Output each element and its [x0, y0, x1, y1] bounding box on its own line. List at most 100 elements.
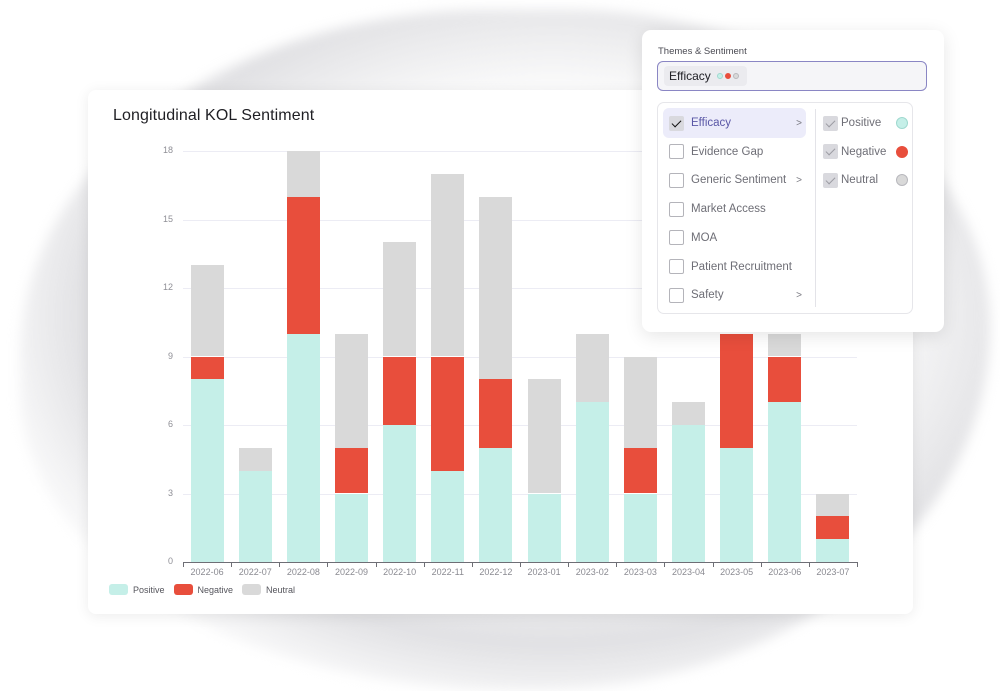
bar-segment-negative[interactable] — [479, 379, 513, 448]
bar-segment-positive[interactable] — [335, 493, 368, 562]
bar-segment-positive[interactable] — [575, 402, 609, 562]
bar-segment-positive[interactable] — [672, 425, 705, 562]
bar-segment-positive[interactable] — [720, 447, 754, 562]
bar-segment-negative[interactable] — [816, 516, 850, 540]
bar-segment-positive[interactable] — [816, 539, 850, 562]
bar-segment-positive[interactable] — [623, 493, 657, 562]
selected-theme-chip[interactable]: Efficacy — [664, 66, 747, 86]
x-tick-mark — [231, 562, 233, 567]
bar-segment-negative[interactable] — [768, 356, 802, 403]
bar-segment-negative[interactable] — [383, 356, 417, 425]
bar-segment-neutral[interactable] — [816, 493, 850, 517]
x-tick-mark — [327, 562, 329, 567]
bar-segment-positive[interactable] — [431, 470, 465, 562]
list-divider — [815, 109, 816, 307]
legend-label: Neutral — [266, 584, 296, 595]
bar-segment-positive[interactable] — [190, 379, 224, 562]
x-tick-label: 2022-08 — [286, 567, 320, 577]
sentiment-item-negative[interactable]: Negative — [823, 142, 908, 162]
theme-item-generic-sentiment[interactable]: Generic Sentiment > — [663, 165, 806, 195]
bar-segment-positive[interactable] — [383, 425, 417, 562]
x-tick-mark — [471, 562, 473, 567]
checkbox-neutral[interactable] — [823, 172, 838, 188]
theme-label: Market Access — [691, 203, 766, 216]
bar-segment-neutral[interactable] — [190, 265, 224, 357]
bar-segment-negative[interactable] — [286, 196, 320, 334]
theme-item-market-access[interactable]: Market Access — [663, 194, 806, 224]
x-tick-mark — [375, 562, 377, 567]
checkbox-moa[interactable] — [669, 230, 684, 246]
bar-segment-neutral[interactable] — [623, 356, 657, 448]
x-tick-mark — [664, 562, 666, 567]
theme-item-patient-recruitment[interactable]: Patient Recruitment — [663, 252, 806, 282]
theme-item-evidence-gap[interactable]: Evidence Gap — [663, 137, 806, 167]
y-tick-label: 9 — [167, 350, 173, 361]
neutral-dot-icon — [896, 174, 908, 187]
y-tick-label: 12 — [162, 282, 173, 292]
x-tick-mark — [520, 562, 521, 567]
bar-segment-neutral[interactable] — [335, 333, 368, 448]
checkbox-safety[interactable] — [669, 287, 684, 303]
x-tick-mark — [808, 562, 810, 567]
bar-segment-neutral[interactable] — [286, 151, 320, 197]
bar-segment-neutral[interactable] — [575, 333, 609, 403]
bar-segment-negative[interactable] — [335, 447, 368, 494]
legend-item-neutral[interactable]: Neutral — [242, 584, 295, 595]
x-tick-label: 2023-03 — [623, 567, 657, 577]
bar-segment-neutral[interactable] — [383, 242, 417, 357]
legend-swatch-negative — [173, 584, 193, 595]
x-tick-label: 2023-07 — [816, 567, 850, 577]
gridline — [183, 219, 857, 221]
sentiment-item-neutral[interactable]: Neutral — [823, 170, 908, 190]
checkbox-negative[interactable] — [823, 144, 838, 160]
bar-segment-negative[interactable] — [720, 333, 754, 448]
sentiment-item-positive[interactable]: Positive — [823, 113, 908, 133]
x-tick-label: 2022-09 — [334, 567, 369, 577]
chart-title: Longitudinal KOL Sentiment — [113, 107, 315, 124]
checkbox-positive[interactable] — [823, 115, 838, 131]
bar-segment-negative[interactable] — [431, 356, 465, 471]
themes-sentiment-select[interactable]: Efficacy — [657, 61, 927, 91]
neutral-dot-icon — [732, 73, 739, 79]
chevron-right-icon[interactable]: > — [796, 174, 802, 186]
theme-list-box: Efficacy > Evidence Gap Generic Sentiment > M… — [657, 102, 913, 314]
bar-segment-neutral[interactable] — [672, 402, 705, 425]
bar-segment-neutral[interactable] — [431, 173, 465, 357]
bar-segment-positive[interactable] — [479, 447, 513, 562]
bar-segment-negative[interactable] — [623, 447, 657, 494]
x-tick-label: 2022-06 — [190, 567, 224, 577]
theme-item-safety[interactable]: Safety > — [663, 280, 806, 310]
checkbox-market-access[interactable] — [669, 201, 684, 217]
bar-segment-positive[interactable] — [286, 333, 320, 562]
bar-segment-neutral[interactable] — [527, 379, 561, 494]
theme-item-moa[interactable]: MOA — [663, 223, 806, 253]
x-tick-label: 2023-02 — [575, 567, 609, 577]
themes-sentiment-popup: Themes & Sentiment Efficacy Efficacy > Evi… — [642, 30, 944, 332]
bar-segment-neutral[interactable] — [768, 333, 802, 357]
legend-item-positive[interactable]: Positive — [109, 584, 165, 595]
chevron-right-icon[interactable]: > — [796, 117, 802, 129]
bar-segment-neutral[interactable] — [238, 447, 272, 471]
bar-segment-positive[interactable] — [768, 402, 802, 562]
legend-item-negative[interactable]: Negative — [173, 584, 233, 595]
negative-dot-icon — [896, 145, 908, 158]
bar-segment-neutral[interactable] — [479, 196, 513, 380]
checkbox-patient-recruitment[interactable] — [669, 259, 684, 274]
checkbox-evidence-gap[interactable] — [669, 144, 684, 160]
positive-dot-icon — [716, 73, 723, 79]
x-tick-label: 2022-11 — [431, 567, 464, 577]
sentiment-label: Negative — [841, 145, 887, 158]
gridline — [183, 288, 857, 289]
theme-label: Efficacy — [691, 117, 732, 129]
bar-segment-negative[interactable] — [190, 356, 224, 380]
bar-segment-positive[interactable] — [527, 493, 561, 562]
theme-item-efficacy[interactable]: Efficacy > — [663, 108, 806, 138]
x-tick-label: 2023-04 — [671, 567, 706, 577]
themes-sentiment-label: Themes & Sentiment — [658, 46, 747, 57]
sentiment-label: Neutral — [841, 174, 879, 187]
checkbox-generic-sentiment[interactable] — [669, 172, 684, 188]
x-tick-label: 2022-10 — [383, 567, 417, 577]
checkbox-efficacy[interactable] — [669, 115, 684, 131]
chevron-right-icon[interactable]: > — [796, 289, 802, 301]
bar-segment-positive[interactable] — [238, 470, 272, 562]
